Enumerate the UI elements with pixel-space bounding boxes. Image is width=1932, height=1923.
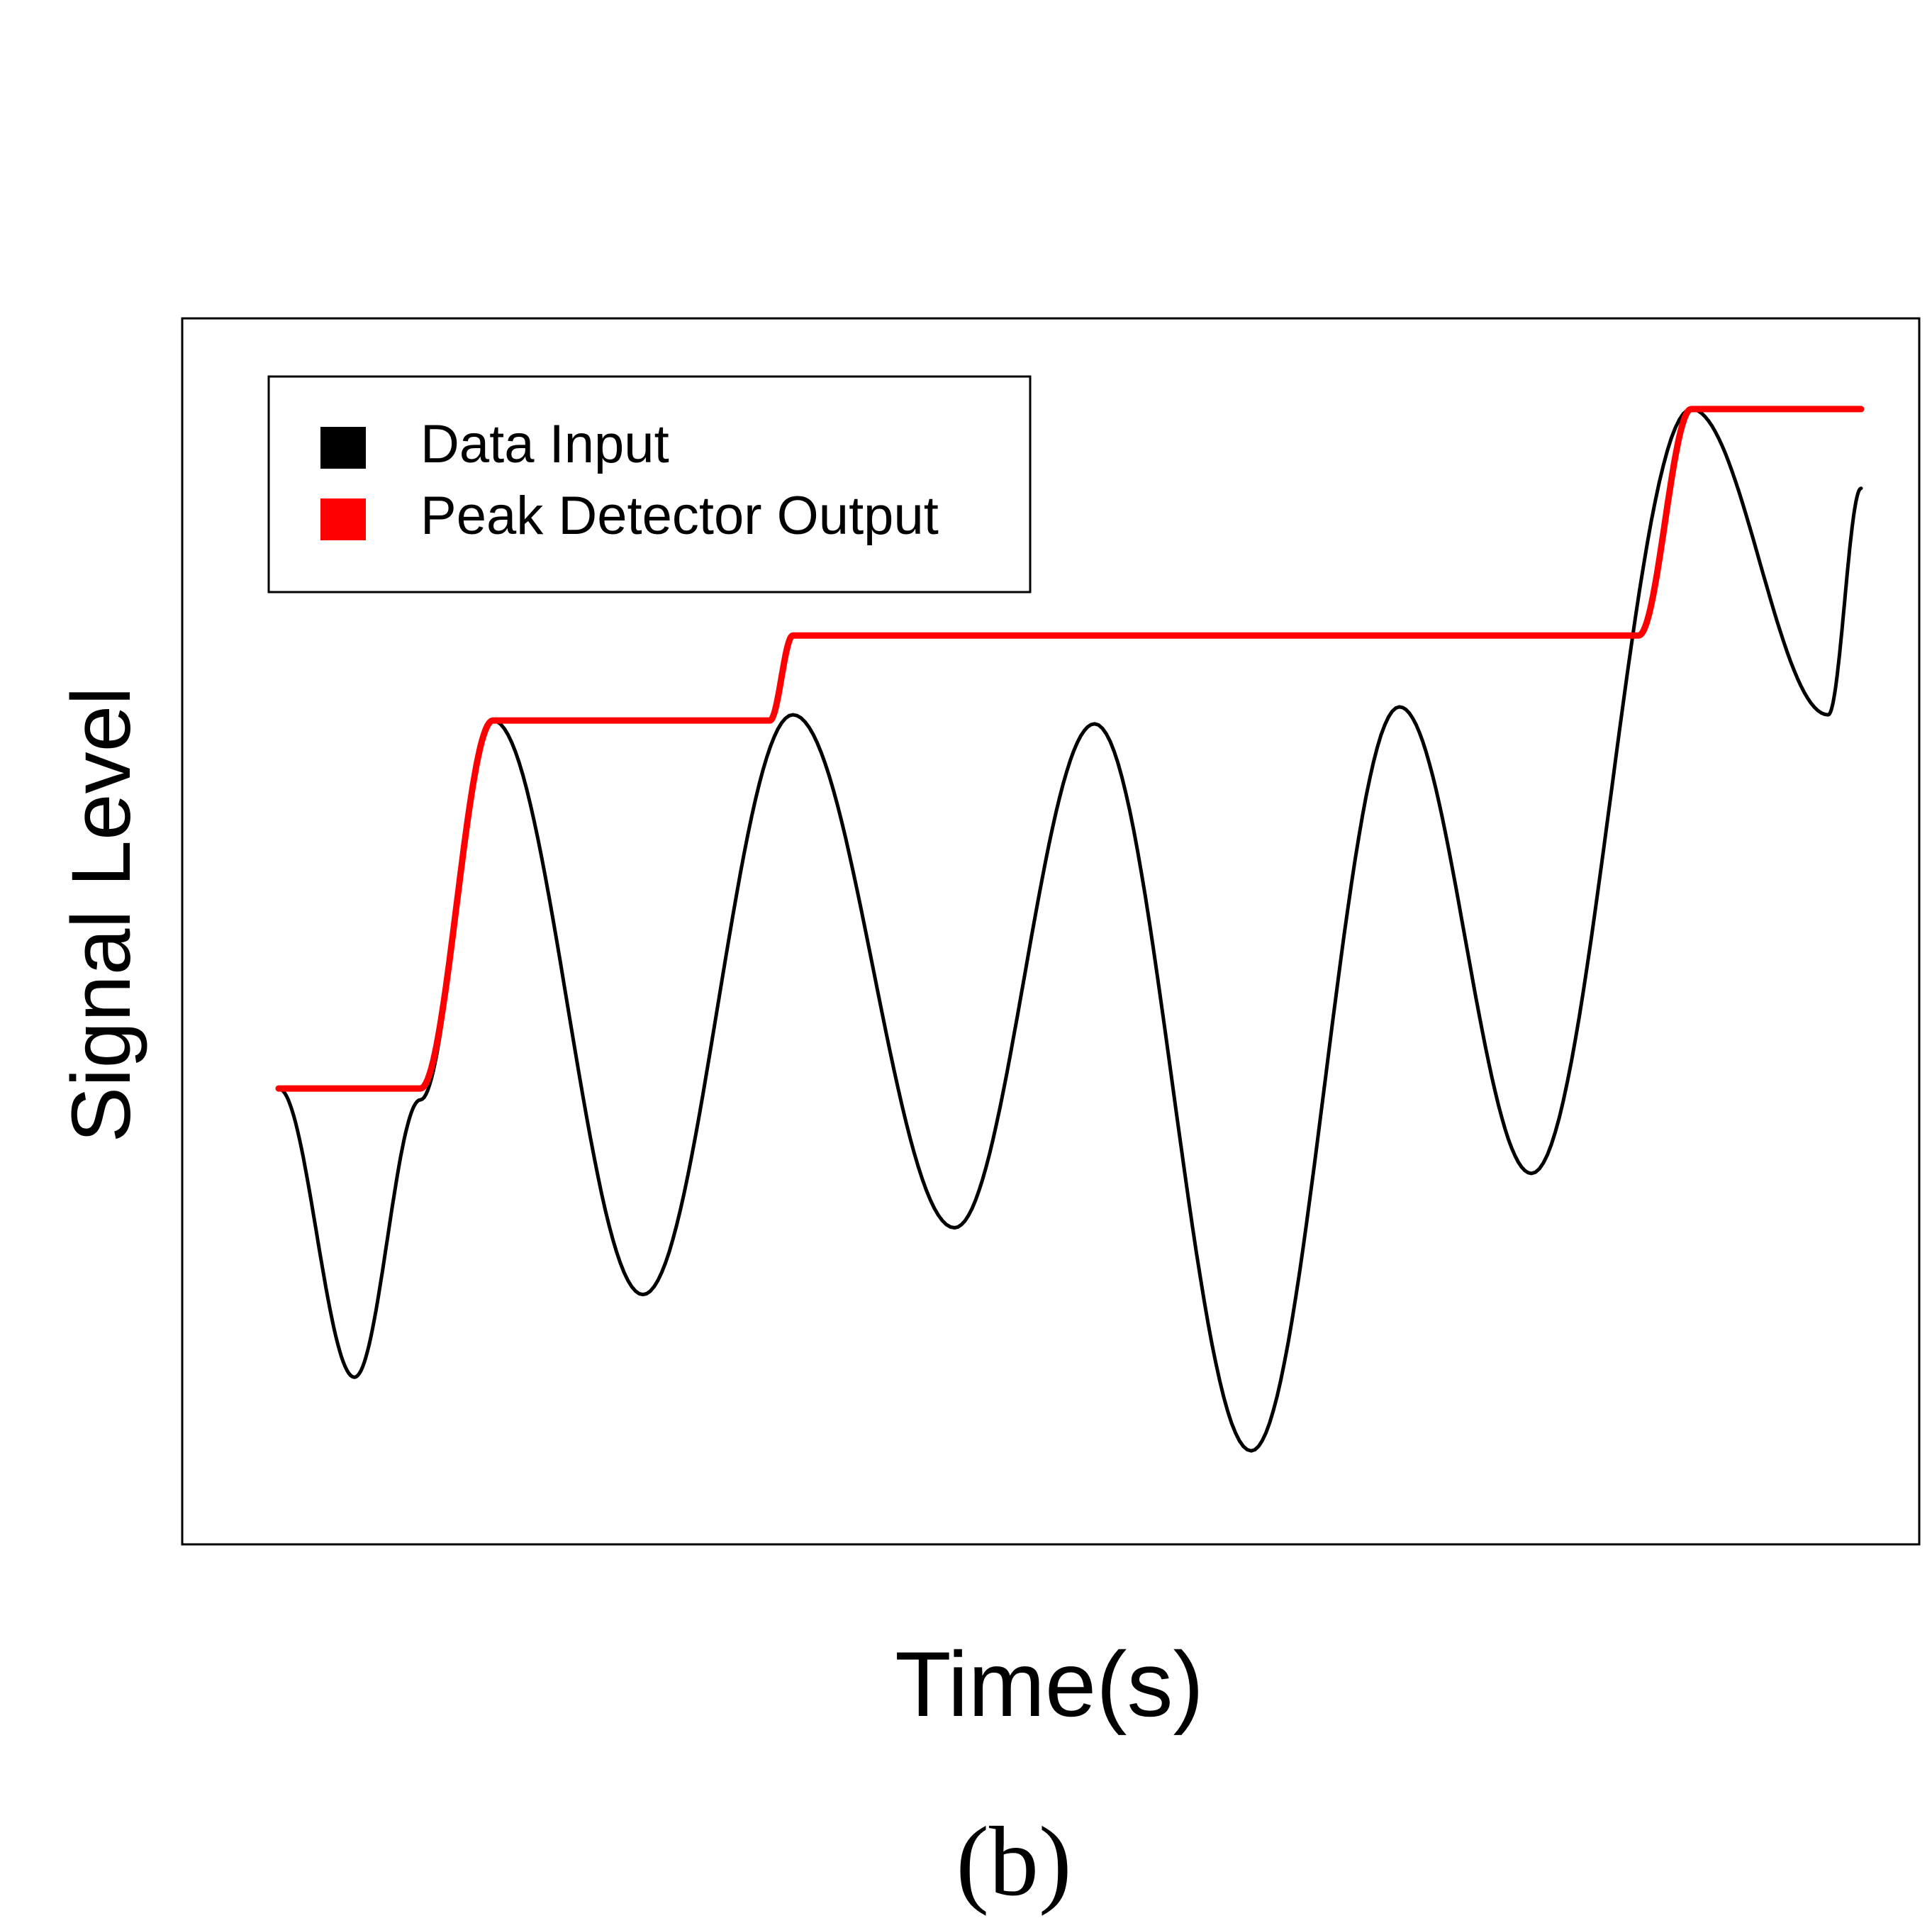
legend-box: [267, 375, 1032, 593]
legend-swatch-peak-detector-output: [320, 498, 366, 540]
x-axis-label: Time(s): [895, 1632, 1204, 1736]
plot-frame: [181, 317, 1921, 1546]
legend-label-data-input: Data Input: [420, 414, 669, 474]
legend-swatch-data-input: [320, 427, 366, 469]
legend-label-peak-detector-output: Peak Detector Output: [420, 486, 939, 546]
figure-caption: (b): [956, 1807, 1071, 1917]
y-axis-label: Signal Level: [55, 687, 148, 1143]
legend: Data Input Peak Detector Output: [267, 375, 1032, 593]
series-line-peak-detector-output: [275, 406, 1865, 1092]
